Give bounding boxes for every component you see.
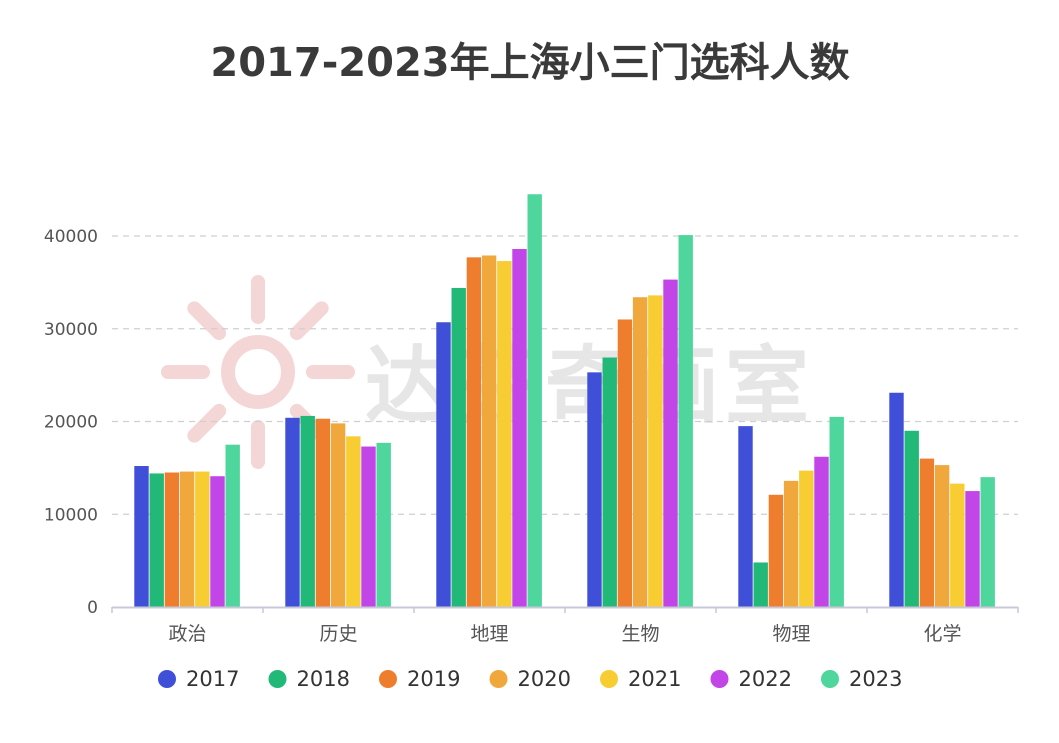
bar-2021-5 (950, 483, 965, 607)
bar-2021-0 (195, 471, 210, 607)
bar-2020-2 (481, 255, 497, 608)
legend-item-2018[interactable]: 2018 (268, 667, 350, 691)
bar-2019-5 (919, 458, 935, 607)
bar-2018-3 (602, 357, 617, 607)
bar-2022-2 (512, 248, 527, 608)
bar-2021-1 (346, 436, 361, 607)
bar-2023-3 (678, 235, 693, 607)
bar-2022-4 (814, 456, 829, 607)
x-tick-label: 生物 (621, 623, 659, 645)
chart-title: 2017-2023年上海小三门选科人数 (210, 40, 849, 86)
bar-2023-0 (225, 444, 240, 607)
bar-2020-4 (783, 480, 799, 607)
bar-2021-4 (799, 470, 814, 607)
bar-2023-5 (980, 477, 995, 607)
y-tick-label: 40000 (44, 227, 98, 247)
bar-2023-4 (829, 416, 844, 607)
bar-2022-1 (361, 446, 376, 607)
bar-2022-3 (663, 279, 678, 607)
legend-marker (600, 670, 618, 688)
legend-label: 2018 (297, 667, 350, 691)
bar-2018-1 (300, 415, 315, 607)
legend-item-2022[interactable]: 2022 (710, 667, 792, 691)
legend-marker (158, 670, 176, 688)
legend-label: 2020 (518, 667, 571, 691)
bar-2020-5 (934, 465, 950, 607)
bar-2019-0 (164, 472, 180, 607)
legend-marker (710, 670, 729, 688)
legend-marker (379, 670, 397, 688)
bar-2022-5 (965, 491, 980, 607)
x-tick-label: 政治 (168, 623, 206, 645)
y-tick-label: 20000 (44, 413, 98, 433)
bar-2018-0 (149, 473, 164, 607)
legend-label: 2017 (186, 667, 239, 691)
bar-2020-3 (632, 297, 648, 607)
bar-2022-0 (210, 476, 225, 607)
legend-item-2017[interactable]: 2017 (158, 667, 239, 691)
bar-2017-3 (587, 372, 602, 607)
bar-2018-4 (753, 562, 768, 607)
x-tick-label: 地理 (470, 623, 508, 645)
watermark-logo-ring (221, 335, 295, 409)
x-tick-label: 化学 (923, 623, 961, 645)
legend: 2017 2018 2019 2020 2021 2022 2023 (158, 667, 902, 691)
legend-label: 2019 (407, 667, 460, 691)
y-tick-label: 10000 (44, 505, 98, 525)
bar-2023-2 (527, 194, 542, 607)
legend-marker (268, 670, 287, 688)
bar-2017-5 (889, 392, 904, 607)
x-tick-label: 物理 (772, 623, 810, 645)
y-tick-label: 30000 (44, 320, 98, 340)
bar-2023-1 (376, 442, 391, 607)
legend-marker (489, 670, 508, 688)
y-tick-label: 0 (87, 598, 98, 618)
bar-2019-4 (768, 494, 784, 607)
legend-marker (821, 670, 839, 688)
watermark-logo-ray (187, 403, 227, 443)
bar-2017-4 (738, 426, 753, 607)
bar-2020-1 (330, 423, 346, 607)
legend-item-2019[interactable]: 2019 (379, 667, 460, 691)
bar-2020-0 (179, 471, 195, 607)
legend-item-2021[interactable]: 2021 (600, 667, 681, 691)
legend-label: 2021 (628, 667, 681, 691)
axes: 0 10000 20000 30000 40000 政治 历史 地理 生物 物理 化学 (44, 227, 1019, 645)
watermark-logo-ray (289, 301, 329, 341)
legend-item-2020[interactable]: 2020 (489, 667, 571, 691)
bar-2019-1 (315, 418, 331, 607)
legend-label: 2022 (739, 667, 792, 691)
bar-2019-3 (617, 319, 633, 607)
bar-2017-1 (285, 417, 300, 607)
legend-item-2023[interactable]: 2023 (821, 667, 902, 691)
x-tick-label: 历史 (319, 623, 357, 645)
bar-2019-2 (466, 257, 482, 607)
watermark-logo-ray (187, 301, 227, 341)
bar-2018-2 (451, 287, 466, 607)
bar-2017-2 (436, 322, 451, 607)
bar-2018-5 (904, 430, 919, 607)
bars (134, 194, 995, 608)
legend-label: 2023 (849, 667, 902, 691)
gridlines (112, 235, 1018, 515)
bar-2021-2 (497, 261, 512, 607)
bar-2021-3 (648, 295, 663, 607)
bar-2017-0 (134, 466, 149, 607)
